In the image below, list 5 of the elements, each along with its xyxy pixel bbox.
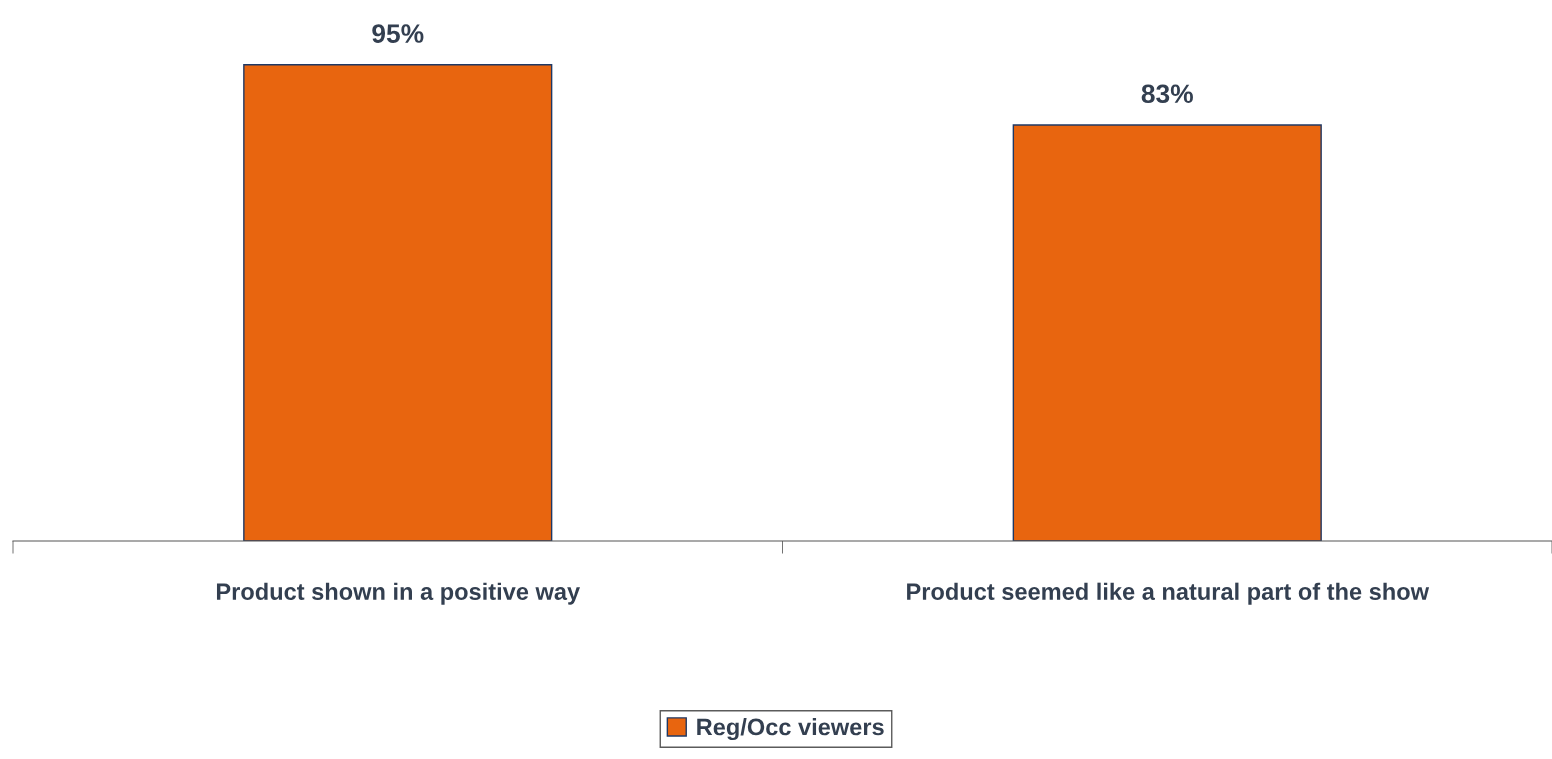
data-label: 83% [1141,84,1193,104]
data-label: 95% [372,24,424,43]
legend-label: Reg/Occ viewers [697,718,884,741]
x-tick-label: Product seemed like a natural part of the show [907,582,1430,605]
x-tick-label: Product shown in a positive way [216,582,580,605]
